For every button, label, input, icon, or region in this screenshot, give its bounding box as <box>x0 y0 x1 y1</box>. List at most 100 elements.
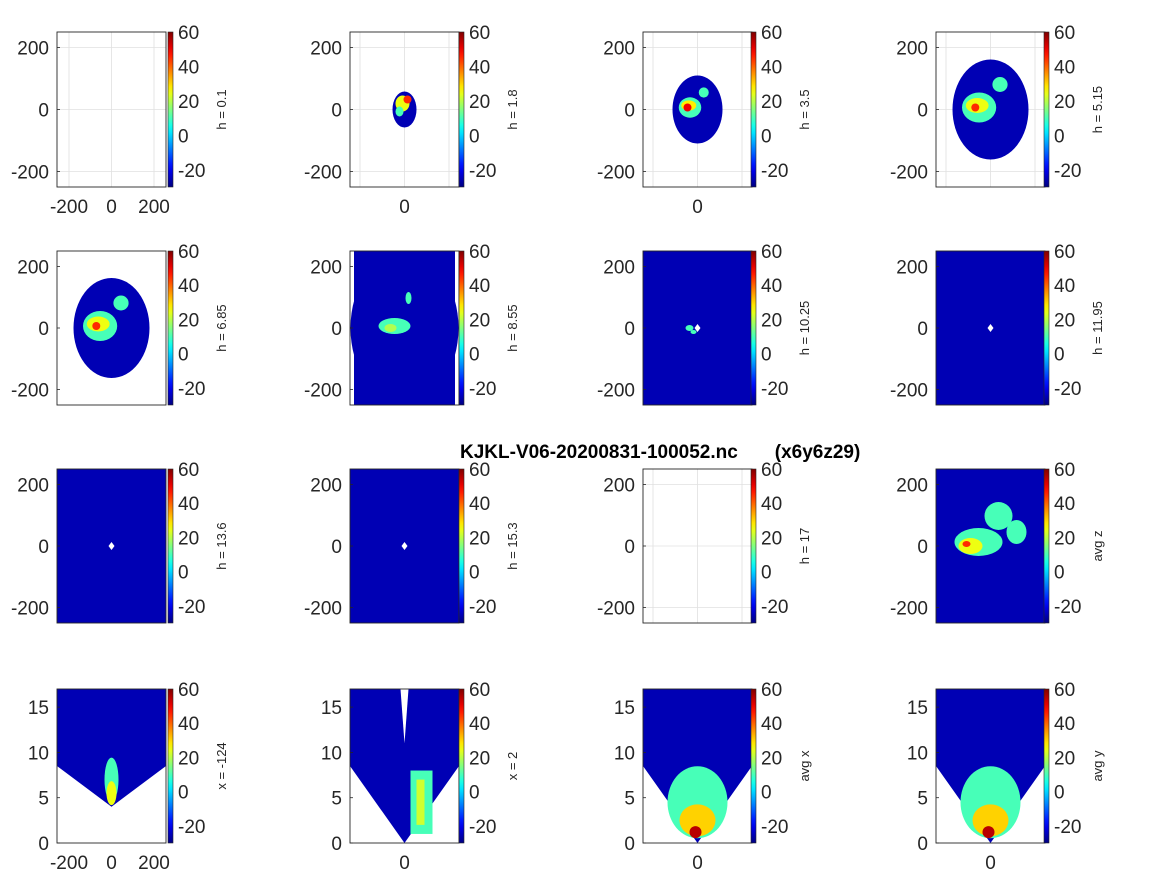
colorbar-tick-label: 40 <box>1054 494 1075 515</box>
colorbar <box>167 250 174 406</box>
colorbar-tick-label: 0 <box>1054 345 1065 366</box>
y-tick-label: 0 <box>624 537 635 558</box>
x-tick-label: 0 <box>692 853 703 874</box>
echo-region <box>685 325 694 331</box>
y-tick-label: 0 <box>38 101 49 122</box>
radar-center <box>401 542 408 550</box>
colorbar-tick-label: 0 <box>469 345 480 366</box>
colorbar <box>1043 31 1050 188</box>
echo-region <box>984 502 1013 530</box>
y-tick-label: -200 <box>304 599 342 620</box>
echo-region <box>384 324 397 332</box>
echo-region <box>992 77 1008 92</box>
colorbar-label: h = 11.95 <box>1090 301 1105 355</box>
colorbar <box>750 31 757 188</box>
colorbar-tick-label: -20 <box>469 817 496 838</box>
colorbar-tick-label: 40 <box>1054 57 1075 78</box>
colorbar-tick-label: 20 <box>178 92 199 113</box>
echo-region <box>972 804 1009 837</box>
colorbar-label: avg x <box>797 750 812 782</box>
y-tick-label: -200 <box>11 381 49 402</box>
y-tick-label: 15 <box>907 698 928 719</box>
y-tick-label: 200 <box>17 475 49 496</box>
colorbar-tick-label: -20 <box>178 161 205 182</box>
axes-box <box>56 688 167 844</box>
y-tick-label: -200 <box>597 381 635 402</box>
colorbar-tick-label: 0 <box>178 563 189 584</box>
coverage-area <box>57 689 166 807</box>
colorbar-tick-label: 20 <box>1054 748 1075 769</box>
colorbar-tick-label: 0 <box>178 126 189 147</box>
colorbar-tick-label: -20 <box>469 161 496 182</box>
y-tick-label: 0 <box>917 319 928 340</box>
colorbar <box>167 688 174 844</box>
colorbar-tick-label: -20 <box>178 817 205 838</box>
colorbar-tick-label: 60 <box>761 680 782 701</box>
colorbar-tick-label: 60 <box>1054 460 1075 481</box>
colorbar-label: h = 13.6 <box>214 522 229 569</box>
colorbar-tick-label: -20 <box>761 597 788 618</box>
echo-region <box>92 322 101 330</box>
colorbar-tick-label: 20 <box>178 528 199 549</box>
echo-region <box>403 95 412 104</box>
colorbar-tick-label: -20 <box>1054 597 1081 618</box>
y-tick-label: 0 <box>917 537 928 558</box>
colorbar-tick-label: 40 <box>1054 276 1075 297</box>
echo-region <box>106 781 117 806</box>
x-tick-label: 0 <box>985 853 996 874</box>
y-tick-label: 0 <box>331 537 342 558</box>
colorbar-tick-label: 0 <box>761 563 772 584</box>
plot-area <box>936 251 1045 405</box>
colorbar-tick-label: -20 <box>1054 161 1081 182</box>
echo-region <box>690 330 697 334</box>
colorbar-tick-label: 60 <box>469 242 490 263</box>
echo-region <box>698 87 709 98</box>
colorbar-tick-label: 0 <box>1054 563 1065 584</box>
colorbar-tick-label: 20 <box>761 310 782 331</box>
colorbar <box>167 31 174 188</box>
plot-area <box>643 251 752 405</box>
colorbar-tick-label: 20 <box>469 310 490 331</box>
y-tick-label: 200 <box>310 257 342 278</box>
y-tick-label: 200 <box>603 257 635 278</box>
y-tick-label: 200 <box>896 39 928 60</box>
y-tick-label: 0 <box>624 834 635 855</box>
y-tick-label: 5 <box>917 789 928 810</box>
subplot-16: 15 10 5 0 0 60 40 20 0 -20 avg y <box>907 680 1105 874</box>
colorbar-tick-label: 20 <box>761 528 782 549</box>
colorbar-tick-label: -20 <box>178 597 205 618</box>
plot-area <box>350 689 459 843</box>
colorbar-tick-label: 40 <box>761 494 782 515</box>
echo-region <box>689 826 702 839</box>
colorbar-tick-label: -20 <box>761 161 788 182</box>
colorbar-label: avg z <box>1090 530 1105 561</box>
y-tick-label: -200 <box>597 599 635 620</box>
colorbar <box>1043 250 1050 406</box>
colorbar-tick-label: 40 <box>178 276 199 297</box>
y-tick-label: 0 <box>624 101 635 122</box>
colorbar <box>1043 468 1050 624</box>
plot-area <box>57 689 166 807</box>
plot-area <box>57 469 166 623</box>
colorbar-tick-label: 20 <box>469 528 490 549</box>
colorbar-tick-label: 60 <box>761 242 782 263</box>
y-tick-label: -200 <box>304 163 342 184</box>
colorbar-tick-label: 0 <box>761 345 772 366</box>
plot-area <box>350 469 459 623</box>
colorbar-tick-label: 0 <box>1054 126 1065 147</box>
colorbar-label: h = 0.1 <box>214 89 229 129</box>
colorbar <box>458 250 465 406</box>
colorbar-label: h = 15.3 <box>505 522 520 569</box>
colorbar-tick-label: 60 <box>469 460 490 481</box>
colorbar-tick-label: 60 <box>469 680 490 701</box>
y-tick-label: 5 <box>624 789 635 810</box>
colorbar-tick-label: 60 <box>178 680 199 701</box>
colorbar <box>458 468 465 624</box>
subplot-14: 15 10 5 0 0 60 40 20 0 -20 x = 2 <box>321 680 520 874</box>
radar-center <box>987 324 994 332</box>
